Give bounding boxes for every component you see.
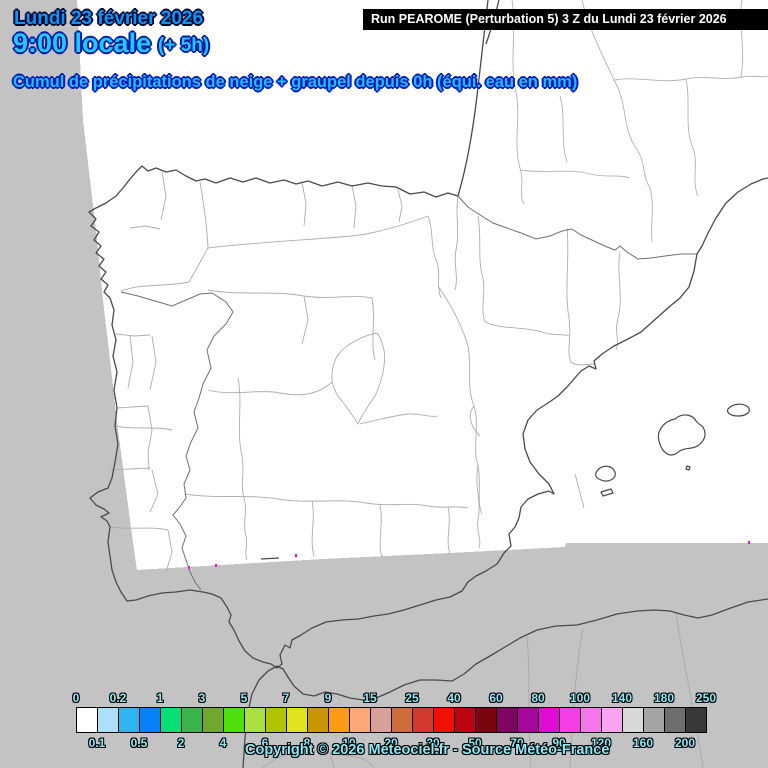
colorbar-cell [139, 707, 161, 733]
colorbar-tick-label: 15 [363, 691, 377, 705]
colorbar-tick-label: 0.2 [109, 691, 127, 705]
colorbar-cell [202, 707, 224, 733]
colorbar-cell [475, 707, 497, 733]
colorbar-cell [370, 707, 392, 733]
colorbar-cell [118, 707, 140, 733]
colorbar-cell [307, 707, 329, 733]
colorbar-tick-label: 9 [324, 691, 332, 705]
domain-edge-mark [260, 557, 280, 560]
border-spain-portugal [120, 291, 234, 591]
colorbar-tick-label: 100 [569, 691, 591, 705]
colorbar-tick-label: 20 [384, 736, 398, 750]
colorbar-cell [160, 707, 182, 733]
colorbar-cell [685, 707, 707, 733]
colorbar-tick-label: 6 [261, 736, 269, 750]
colorbar-cell [601, 707, 623, 733]
colorbar-tick-label: 90 [552, 736, 566, 750]
colorbar-tick-label: 30 [426, 736, 440, 750]
colorbar-tick-label: 0.1 [88, 736, 106, 750]
region-borders-france [511, 0, 768, 243]
colorbar-tick-label: 180 [653, 691, 675, 705]
colorbar-tick-label: 40 [447, 691, 461, 705]
colorbar-cell [454, 707, 476, 733]
region-borders-africa [261, 612, 704, 768]
colorbar-cell [349, 707, 371, 733]
colorbar-cell [97, 707, 119, 733]
colorbar-tick-label: 5 [240, 691, 248, 705]
colorbar-tick-label: 250 [695, 691, 717, 705]
colorbar-tick-label: 60 [489, 691, 503, 705]
coast-iberia-france [88, 0, 768, 669]
island-cabrera [685, 465, 691, 471]
colorbar-tick-label: 10 [342, 736, 356, 750]
island-menorca [726, 403, 750, 417]
colorbar-cell [181, 707, 203, 733]
colorbar-cell [496, 707, 518, 733]
map-subtitle: Cumul de précipitations de neige + graup… [13, 73, 578, 91]
model-domain-area [77, 0, 768, 570]
colorbar-cell [559, 707, 581, 733]
colorbar-cell [286, 707, 308, 733]
colorbar-cell [433, 707, 455, 733]
colorbar-tick-label: 0 [72, 691, 80, 705]
coast-north-africa [242, 598, 768, 768]
colorbar-tick-label: 0.5 [130, 736, 148, 750]
time-label: 9:00 locale [13, 28, 152, 58]
colorbar-cell [538, 707, 560, 733]
colorbar-tick-label: 7 [282, 691, 290, 705]
precipitation-colorbar [76, 707, 707, 733]
colorbar-cell [580, 707, 602, 733]
colorbar-cell [412, 707, 434, 733]
balearic-islands [595, 403, 750, 497]
island-formentera [600, 488, 614, 497]
colorbar-cell [622, 707, 644, 733]
colorbar-tick-label: 80 [531, 691, 545, 705]
run-info-bar: Run PEAROME (Perturbation 5) 3 Z du Lund… [363, 9, 768, 30]
colorbar-tick-label: 120 [590, 736, 612, 750]
colorbar-cell [517, 707, 539, 733]
colorbar-cell [328, 707, 350, 733]
colorbar-tick-label: 50 [468, 736, 482, 750]
colorbar-cell [244, 707, 266, 733]
colorbar-tick-label: 140 [611, 691, 633, 705]
border-spain-france [457, 195, 697, 260]
country-borders [120, 195, 697, 591]
time-offset-label: (+ 5h) [158, 35, 210, 56]
colorbar-tick-label: 160 [632, 736, 654, 750]
island-ibiza [595, 465, 616, 482]
colorbar-tick-label: 25 [405, 691, 419, 705]
region-borders-portugal [109, 333, 173, 573]
island-mallorca [657, 414, 706, 456]
colorbar-tick-label: 70 [510, 736, 524, 750]
colorbar-cell [643, 707, 665, 733]
colorbar-cell [265, 707, 287, 733]
colorbar-tick-label: 8 [303, 736, 311, 750]
colorbar-tick-label: 3 [198, 691, 206, 705]
colorbar-tick-label: 2 [177, 736, 185, 750]
colorbar-cell [76, 707, 98, 733]
colorbar-cell [664, 707, 686, 733]
copyright-label: Copyright © 2026 Meteociel.fr - Source M… [245, 742, 610, 758]
colorbar-tick-label: 200 [674, 736, 696, 750]
precip-specks [188, 541, 750, 569]
date-label: Lundi 23 février 2026 [14, 8, 204, 29]
colorbar-cell [223, 707, 245, 733]
region-borders-spain [120, 171, 621, 561]
colorbar-tick-label: 1 [156, 691, 164, 705]
colorbar-cell [391, 707, 413, 733]
colorbar-tick-label: 4 [219, 736, 227, 750]
